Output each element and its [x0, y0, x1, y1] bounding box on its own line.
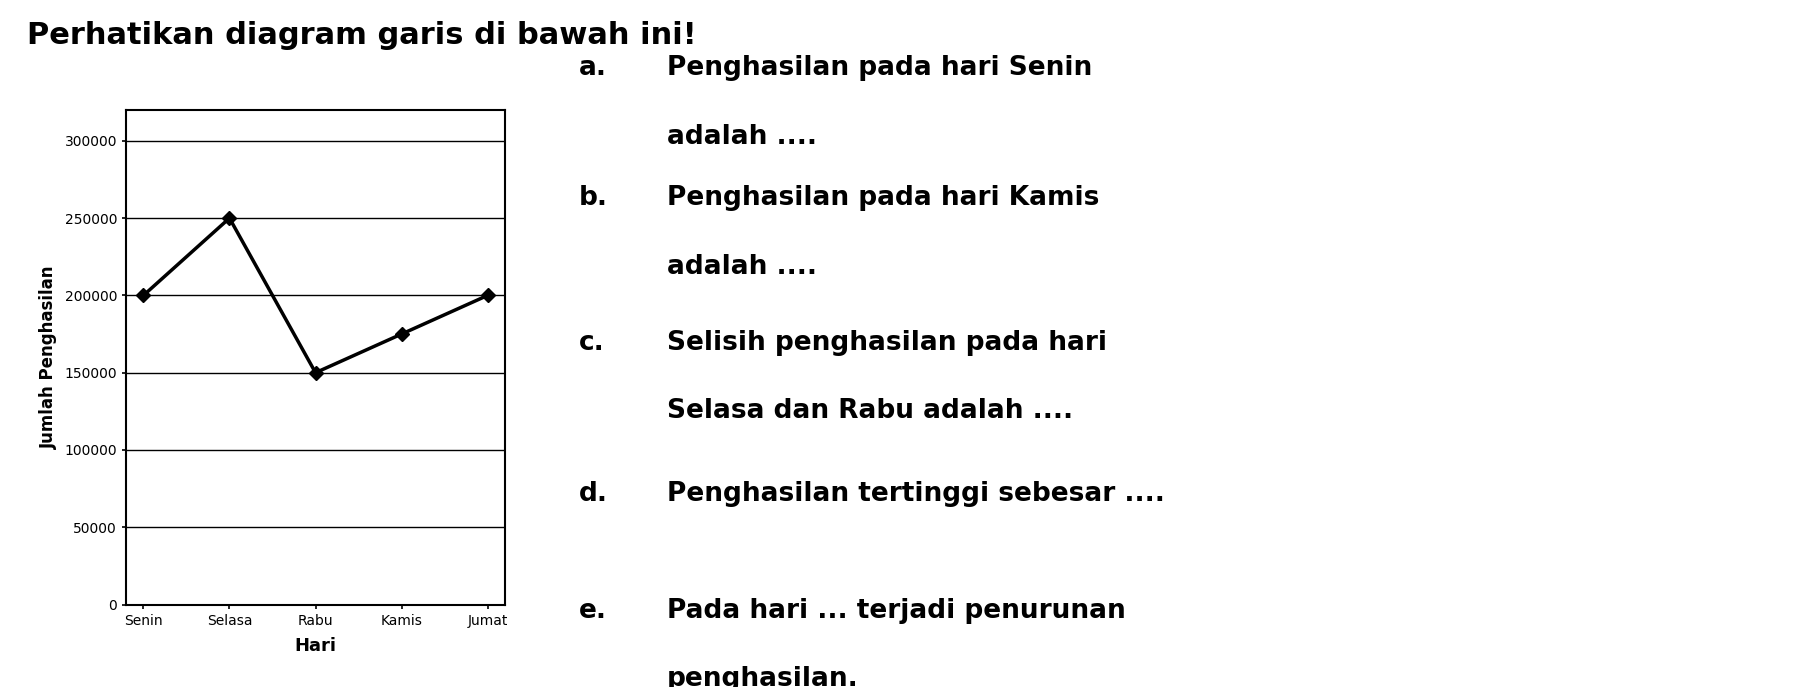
Text: Penghasilan pada hari Kamis: Penghasilan pada hari Kamis	[667, 185, 1100, 212]
Text: Penghasilan tertinggi sebesar ....: Penghasilan tertinggi sebesar ....	[667, 481, 1165, 507]
Text: c.: c.	[579, 330, 604, 356]
Text: a.: a.	[579, 55, 608, 81]
Text: Penghasilan pada hari Senin: Penghasilan pada hari Senin	[667, 55, 1093, 81]
Text: Perhatikan diagram garis di bawah ini!: Perhatikan diagram garis di bawah ini!	[27, 21, 696, 49]
Text: d.: d.	[579, 481, 608, 507]
X-axis label: Hari: Hari	[294, 637, 337, 655]
Text: penghasilan.: penghasilan.	[667, 666, 858, 687]
Text: b.: b.	[579, 185, 608, 212]
Y-axis label: Jumlah Penghasilan: Jumlah Penghasilan	[40, 265, 58, 449]
Text: Selasa dan Rabu adalah ....: Selasa dan Rabu adalah ....	[667, 398, 1073, 425]
Text: Selisih penghasilan pada hari: Selisih penghasilan pada hari	[667, 330, 1107, 356]
Text: Pada hari ... terjadi penurunan: Pada hari ... terjadi penurunan	[667, 598, 1125, 624]
Text: adalah ....: adalah ....	[667, 124, 817, 150]
Text: e.: e.	[579, 598, 608, 624]
Text: adalah ....: adalah ....	[667, 254, 817, 280]
